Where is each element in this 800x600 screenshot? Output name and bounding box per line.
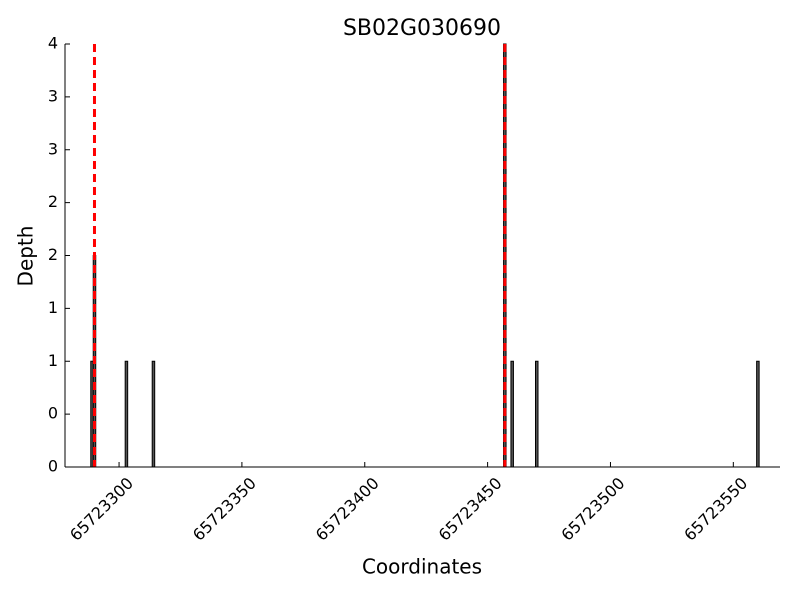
bar: [535, 360, 539, 468]
bar: [124, 360, 129, 468]
x-tick-label: 65723350: [189, 474, 260, 545]
x-tick-label: 65723550: [680, 474, 751, 545]
y-tick-label: 4: [48, 34, 58, 53]
bar: [756, 360, 760, 468]
bar: [151, 360, 156, 468]
x-tick-label: 65723500: [557, 474, 628, 545]
y-tick-label: 2: [48, 245, 58, 264]
y-tick-label: 2: [48, 192, 58, 211]
y-tick-label: 1: [48, 351, 58, 370]
chart-title: SB02G030690: [343, 16, 501, 41]
y-tick-label: 0: [48, 404, 58, 423]
y-tick-label: 3: [48, 86, 58, 105]
x-tick-label: 65723450: [435, 474, 506, 545]
bar: [510, 360, 514, 468]
y-axis-label: Depth: [14, 226, 38, 287]
y-tick-label: 1: [48, 298, 58, 317]
x-tick-label: 65723400: [312, 474, 383, 545]
x-tick-label: 65723300: [66, 474, 137, 545]
y-tick-label: 3: [48, 139, 58, 158]
x-axis-label: Coordinates: [362, 555, 482, 579]
y-tick-label: 0: [48, 457, 58, 476]
